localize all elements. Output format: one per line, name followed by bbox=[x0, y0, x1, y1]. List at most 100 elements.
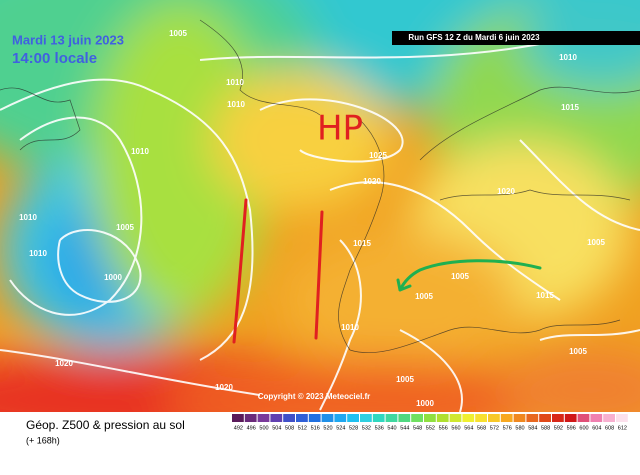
scale-swatch bbox=[360, 414, 372, 422]
scale-swatch bbox=[321, 414, 334, 422]
hand-annotation bbox=[232, 198, 324, 344]
color-scale: 492 496 500 504 508 512 516 520 524 528 532 536 540 5… bbox=[232, 414, 628, 431]
scale-label: 572 bbox=[490, 425, 499, 431]
isobar-label: 1005 bbox=[587, 238, 605, 247]
run-info: Run GFS 12 Z du Mardi 6 juin 2023 bbox=[408, 33, 540, 42]
scale-label: 516 bbox=[311, 425, 320, 431]
scale-label: 584 bbox=[528, 425, 537, 431]
isobar-label: 1010 bbox=[131, 147, 149, 156]
scale-label: 500 bbox=[259, 425, 268, 431]
isobar-label: 1010 bbox=[341, 323, 359, 332]
scale-label: 608 bbox=[605, 425, 614, 431]
scale-swatch bbox=[334, 414, 347, 422]
copyright: Copyright © 2023 Meteociel.fr bbox=[258, 392, 371, 401]
isobar-label: 1005 bbox=[569, 347, 587, 356]
scale-swatch bbox=[436, 414, 449, 422]
scale-label: 588 bbox=[541, 425, 550, 431]
scale-label: 532 bbox=[362, 425, 371, 431]
scale-label: 604 bbox=[592, 425, 601, 431]
scale-label: 548 bbox=[413, 425, 422, 431]
scale-swatch bbox=[347, 414, 359, 422]
isobar-label: 1010 bbox=[19, 213, 37, 222]
scale-label: 556 bbox=[439, 425, 448, 431]
isobar-label: 1020 bbox=[55, 359, 73, 368]
scale-swatch bbox=[257, 414, 270, 422]
scale-label: 504 bbox=[272, 425, 281, 431]
scale-swatch bbox=[232, 414, 244, 422]
scale-label: 592 bbox=[554, 425, 563, 431]
scale-swatch bbox=[513, 414, 526, 422]
isobar-label: 1005 bbox=[169, 29, 187, 38]
scale-swatch bbox=[539, 414, 551, 422]
scale-label: 512 bbox=[298, 425, 307, 431]
scale-label: 540 bbox=[387, 425, 396, 431]
map-date: Mardi 13 juin 2023 bbox=[12, 32, 124, 47]
scale-label: 492 bbox=[234, 425, 243, 431]
isobar-label: 1005 bbox=[396, 375, 414, 384]
isobar-label: 1015 bbox=[561, 103, 579, 112]
isobar-label: 1005 bbox=[415, 292, 433, 301]
scale-swatch bbox=[488, 414, 500, 422]
isobar-label: 1010 bbox=[29, 249, 47, 258]
scale-label: 600 bbox=[579, 425, 588, 431]
scale-swatch bbox=[526, 414, 539, 422]
map-time: 14:00 locale bbox=[12, 50, 97, 67]
scale-label: 576 bbox=[503, 425, 512, 431]
scale-label: 564 bbox=[464, 425, 473, 431]
coastlines bbox=[0, 19, 640, 354]
isobar-label: 1010 bbox=[227, 100, 245, 109]
scale-label: 520 bbox=[323, 425, 332, 431]
scale-swatch bbox=[270, 414, 283, 422]
scale-label: 560 bbox=[451, 425, 460, 431]
isobar-label: 1020 bbox=[497, 187, 515, 196]
isobar-label: 1015 bbox=[536, 291, 554, 300]
scale-swatch bbox=[296, 414, 308, 422]
scale-swatch bbox=[564, 414, 577, 422]
scale-swatch bbox=[603, 414, 615, 422]
scale-label: 544 bbox=[400, 425, 409, 431]
hand-arrow bbox=[396, 259, 542, 292]
isobar-label: 1020 bbox=[363, 177, 381, 186]
scale-swatch bbox=[308, 414, 321, 422]
scale-label: 496 bbox=[247, 425, 256, 431]
scale-label: 596 bbox=[567, 425, 576, 431]
scale-label: 612 bbox=[618, 425, 627, 431]
footer-lead: (+ 168h) bbox=[26, 435, 60, 445]
run-banner bbox=[392, 31, 640, 45]
isobar-label: 1005 bbox=[451, 272, 469, 281]
isobar-label: 1000 bbox=[104, 273, 122, 282]
scale-label: 568 bbox=[477, 425, 486, 431]
isobar-label: 1025 bbox=[369, 151, 387, 160]
isobar-label: 1010 bbox=[559, 53, 577, 62]
scale-swatch bbox=[449, 414, 462, 422]
isobar-label: 1010 bbox=[226, 78, 244, 87]
scale-swatch bbox=[398, 414, 411, 422]
scale-label: 580 bbox=[515, 425, 524, 431]
scale-label: 508 bbox=[285, 425, 294, 431]
scale-swatch bbox=[577, 414, 590, 422]
isobar-label: 1005 bbox=[116, 223, 134, 232]
hp-annotation: HP bbox=[317, 109, 363, 149]
scale-label: 536 bbox=[375, 425, 384, 431]
isobars bbox=[0, 39, 640, 412]
scale-label: 528 bbox=[349, 425, 358, 431]
scale-swatch bbox=[500, 414, 513, 422]
isobar-label: 1020 bbox=[215, 383, 233, 392]
isobar-labels: 1005 1010 1010 1010 1025 1020 1005 1010 1010 1000… bbox=[19, 29, 605, 408]
scale-swatch bbox=[283, 414, 295, 422]
isobar-label: 1015 bbox=[353, 239, 371, 248]
isobar-label: 1000 bbox=[416, 399, 434, 408]
scale-swatch bbox=[590, 414, 603, 422]
scale-swatch bbox=[475, 414, 487, 422]
footer-title: Géop. Z500 & pression au sol bbox=[26, 418, 185, 432]
scale-label: 524 bbox=[336, 425, 345, 431]
scale-swatch bbox=[424, 414, 436, 422]
scale-swatch bbox=[244, 414, 257, 422]
scale-swatch bbox=[385, 414, 398, 422]
scale-swatch bbox=[372, 414, 385, 422]
scale-swatch bbox=[616, 414, 628, 422]
scale-swatch bbox=[552, 414, 564, 422]
scale-swatch bbox=[462, 414, 475, 422]
